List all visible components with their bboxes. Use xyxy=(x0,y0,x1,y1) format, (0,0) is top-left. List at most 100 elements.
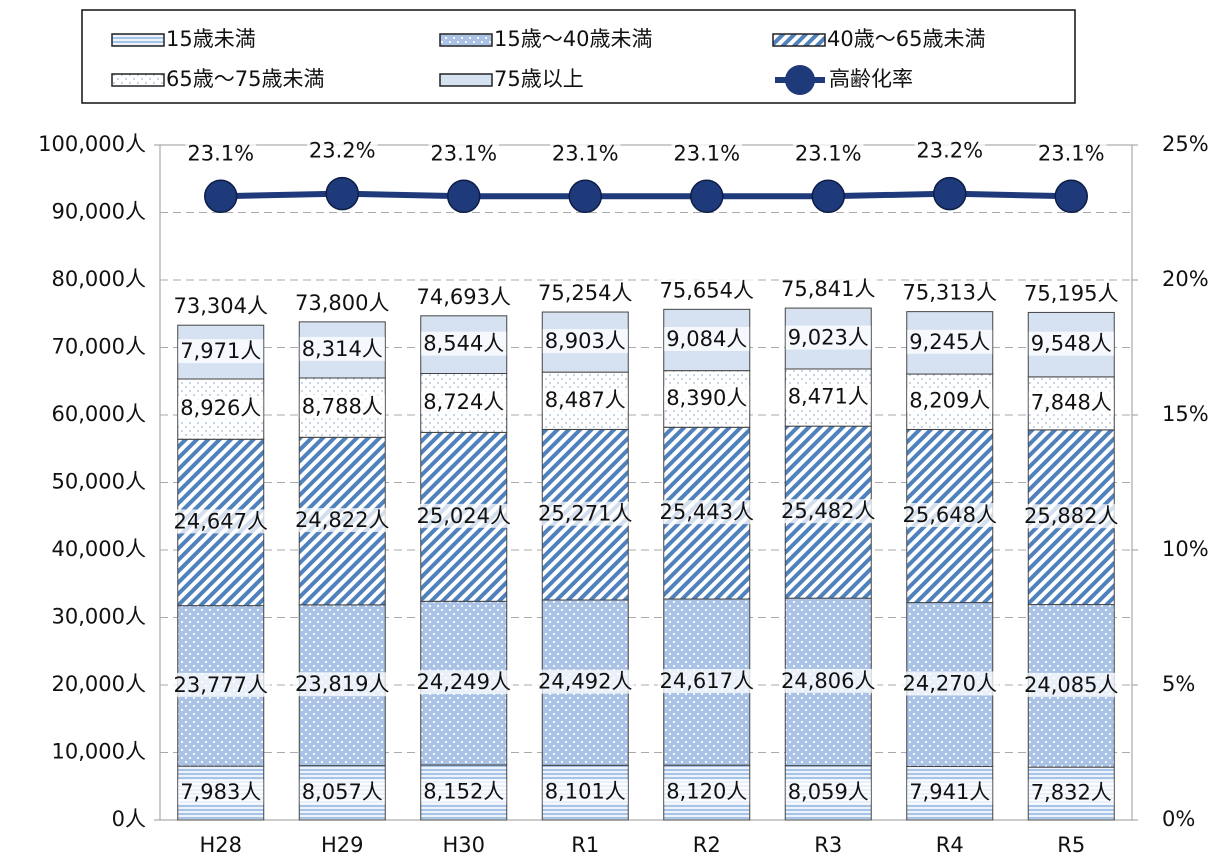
data-label-bg xyxy=(1028,331,1114,356)
data-label: 8,059人 xyxy=(788,780,869,804)
y2-tick-label: 25% xyxy=(1162,132,1209,156)
data-label: 24,806人 xyxy=(781,669,875,693)
data-label: 23.2% xyxy=(916,139,983,163)
data-label: 73,304人 xyxy=(174,294,268,318)
data-label-bg xyxy=(293,672,392,697)
data-label-bg xyxy=(171,509,270,534)
x-tick-label: R4 xyxy=(936,833,964,857)
data-label-bg xyxy=(536,281,635,306)
line-marker xyxy=(1054,179,1088,214)
data-label-bg xyxy=(1022,672,1121,697)
data-label-bg xyxy=(779,277,878,302)
data-label: 23.1% xyxy=(552,141,619,165)
y2-tick-label: 15% xyxy=(1162,402,1209,426)
y-tick-label: 20,000人 xyxy=(52,672,146,696)
data-label: 7,941人 xyxy=(909,780,990,804)
line-marker xyxy=(811,179,845,214)
data-label: 8,314人 xyxy=(302,337,383,361)
data-label: 24,249人 xyxy=(417,670,511,694)
legend-box xyxy=(81,9,1076,104)
data-label-bg xyxy=(306,138,378,163)
data-label: 24,270人 xyxy=(903,671,997,695)
data-label: 25,271人 xyxy=(538,502,632,526)
data-label: 8,057人 xyxy=(302,780,383,804)
data-label: 25,882人 xyxy=(1024,504,1118,528)
data-label-bg xyxy=(779,668,878,693)
line xyxy=(220,190,1072,200)
data-label-bg xyxy=(428,141,500,166)
y-tick-label: 90,000人 xyxy=(52,200,146,224)
data-label-bg xyxy=(542,329,628,354)
data-label-bg xyxy=(664,326,750,351)
data-label-bg xyxy=(900,280,999,305)
data-label: 24,647人 xyxy=(174,509,268,533)
y-tick-label: 0人 xyxy=(112,807,146,831)
data-label-bg xyxy=(414,503,513,528)
data-label-bg xyxy=(671,141,743,166)
data-label-bg xyxy=(178,339,264,364)
line-marker xyxy=(325,176,359,211)
data-label: 74,693人 xyxy=(417,285,511,309)
data-label-bg xyxy=(900,671,999,696)
data-label-bg xyxy=(542,779,628,804)
data-label: 8,903人 xyxy=(545,329,626,353)
legend-swatch xyxy=(439,73,493,87)
data-label: 23.1% xyxy=(795,141,862,165)
y-tick-label: 60,000人 xyxy=(52,402,146,426)
x-tick-label: R2 xyxy=(693,833,721,857)
data-label-bg xyxy=(900,503,999,528)
data-label: 8,487人 xyxy=(545,388,626,412)
data-label: 25,482人 xyxy=(781,499,875,523)
y-tick-label: 40,000人 xyxy=(52,537,146,561)
legend-marker xyxy=(785,65,815,95)
data-label: 8,788人 xyxy=(302,395,383,419)
legend-label: 65歳～75歳未満 xyxy=(166,67,324,91)
legend-swatch xyxy=(439,33,493,47)
data-label-bg xyxy=(549,141,621,166)
data-label: 9,245人 xyxy=(909,330,990,354)
data-label-bg xyxy=(907,329,993,354)
data-label-bg xyxy=(171,294,270,319)
legend-label: 75歳以上 xyxy=(494,67,584,91)
data-label: 75,195人 xyxy=(1024,281,1118,305)
data-label-bg xyxy=(785,325,871,350)
y-tick-label: 50,000人 xyxy=(52,470,146,494)
data-label-bg xyxy=(421,389,507,414)
data-label: 23.1% xyxy=(673,141,740,165)
data-label: 8,390人 xyxy=(666,386,747,410)
data-label-bg xyxy=(299,779,385,804)
legend-label: 高齢化率 xyxy=(829,67,913,91)
y2-tick-label: 20% xyxy=(1162,267,1209,291)
data-label: 24,822人 xyxy=(295,508,389,532)
legend-swatch xyxy=(111,73,165,87)
data-label: 7,971人 xyxy=(180,339,261,363)
data-label-bg xyxy=(178,396,264,421)
data-label-bg xyxy=(914,138,986,163)
legend-label: 40歳～65歳未満 xyxy=(827,27,985,51)
data-label: 8,544人 xyxy=(423,332,504,356)
data-label: 8,471人 xyxy=(788,385,869,409)
data-label-bg xyxy=(421,331,507,356)
data-label-bg xyxy=(185,141,257,166)
data-label-bg xyxy=(299,394,385,419)
data-label: 8,120人 xyxy=(666,780,747,804)
x-tick-label: H29 xyxy=(321,833,364,857)
line-marker xyxy=(204,179,238,214)
data-label-bg xyxy=(414,670,513,695)
line-marker xyxy=(568,179,602,214)
data-label: 75,313人 xyxy=(903,281,997,305)
data-label: 23.1% xyxy=(1038,141,1105,165)
y-tick-label: 70,000人 xyxy=(52,335,146,359)
data-label-bg xyxy=(657,669,756,694)
data-label-bg xyxy=(1022,504,1121,529)
y-tick-label: 10,000人 xyxy=(52,740,146,764)
data-label: 9,023人 xyxy=(788,326,869,350)
data-label: 24,085人 xyxy=(1024,673,1118,697)
data-label: 7,983人 xyxy=(180,780,261,804)
data-label: 8,209人 xyxy=(909,389,990,413)
line-marker xyxy=(690,179,724,214)
data-label-bg xyxy=(907,388,993,413)
data-label: 75,254人 xyxy=(538,281,632,305)
data-label-bg xyxy=(1028,780,1114,805)
